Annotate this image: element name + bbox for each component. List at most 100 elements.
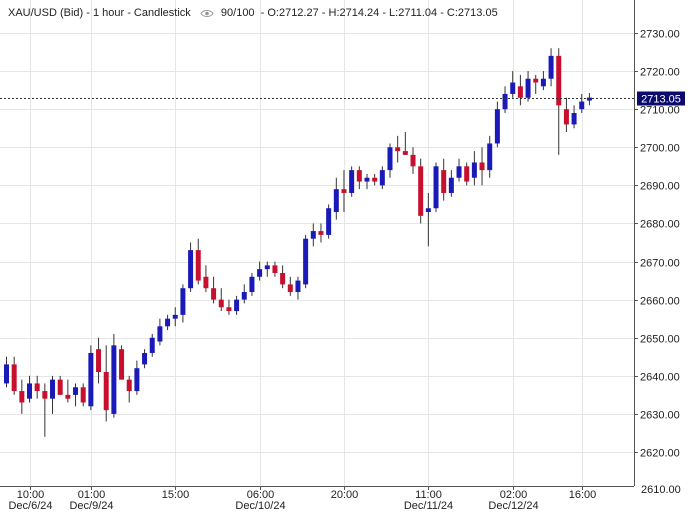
candle-up (257, 269, 263, 277)
candle-down (11, 364, 17, 392)
candle-up (73, 387, 79, 395)
candle-up (433, 166, 439, 209)
ohlc-readout: - O:2712.27 - H:2714.24 - L:2711.04 - C:… (260, 7, 498, 19)
y-tick-label: 2690.00 (640, 181, 680, 193)
candle-down (211, 288, 217, 300)
candle-up (349, 170, 355, 193)
candle-up (264, 265, 270, 270)
x-tick-date: Dec/11/24 (404, 500, 453, 509)
y-tick-label: 2710.00 (640, 105, 680, 117)
x-tick-time: 10:00 (17, 489, 45, 501)
candle-up (471, 162, 477, 178)
candle-up (142, 352, 148, 365)
candle-down (356, 170, 362, 182)
candle-down (272, 265, 278, 273)
candle-up (494, 109, 500, 144)
y-tick-label: 2700.00 (640, 143, 680, 155)
candle-up (180, 288, 186, 315)
candle-up (586, 97, 592, 101)
candle-up (333, 189, 339, 213)
x-tick-date: Dec/10/24 (235, 500, 285, 509)
price-tag-text: 2713.05 (641, 94, 681, 106)
candle-down (65, 394, 71, 399)
candle-up (234, 299, 240, 312)
candle-up (525, 78, 531, 98)
candle-down (226, 307, 232, 312)
candle-up (4, 364, 9, 384)
candle-up (364, 177, 370, 182)
candle-up (149, 337, 155, 353)
candle-down (479, 162, 485, 171)
candle-up (487, 143, 493, 171)
candle-up (540, 78, 546, 87)
candle-up (310, 231, 316, 239)
x-tick-time: 16:00 (569, 489, 597, 501)
candle-down (441, 170, 447, 193)
x-tick-time: 20:00 (331, 489, 359, 501)
candle-up (510, 82, 516, 94)
candle-down (57, 379, 63, 395)
candle-down (395, 147, 401, 152)
x-tick-time: 06:00 (247, 489, 275, 501)
candle-down (126, 379, 132, 392)
price-tag-background (637, 91, 685, 106)
y-tick-label: 2660.00 (640, 296, 680, 308)
candle-down (410, 154, 416, 167)
grid (0, 0, 634, 486)
current-price-tag: 2713.05 (637, 91, 685, 106)
candle-down (203, 276, 209, 289)
candle-down (464, 166, 470, 182)
candle-up (326, 208, 332, 235)
candle-down (19, 391, 25, 403)
candle-up (448, 177, 454, 193)
candle-down (418, 166, 424, 216)
candle-up (303, 238, 309, 285)
candle-up (579, 101, 585, 110)
candle-up (88, 352, 94, 407)
candle-down (341, 189, 347, 193)
y-tick-label: 2670.00 (640, 258, 680, 270)
candle-down (287, 284, 293, 293)
candle-down (119, 349, 125, 380)
y-tick-label: 2730.00 (640, 29, 680, 41)
candle-up (548, 55, 554, 79)
bars-count: 90/100 (220, 7, 255, 19)
candle-down (556, 55, 562, 106)
candle-down (195, 250, 201, 281)
candle-up (571, 112, 577, 125)
x-tick-date: Dec/12/24 (488, 500, 538, 509)
x-tick-time: 02:00 (500, 489, 528, 501)
candle-up (165, 318, 171, 327)
chart-header: XAU/USD (Bid) - 1 hour - Candlestick 90/… (8, 7, 498, 19)
x-tick-time: 01:00 (78, 489, 106, 501)
candle-down (372, 177, 378, 182)
candles (4, 48, 592, 437)
candle-up (172, 314, 178, 319)
candle-down (42, 391, 48, 399)
y-tick-label-bottom: 2610.00 (641, 484, 681, 496)
y-tick-label: 2620.00 (640, 448, 680, 460)
candle-up (157, 326, 163, 342)
y-tick-label: 2640.00 (640, 372, 680, 384)
candle-down (517, 86, 523, 98)
candle-up (295, 280, 301, 293)
y-tick-label: 2680.00 (640, 219, 680, 231)
candle-up (241, 292, 247, 300)
candle-up (249, 276, 255, 293)
candle-up (379, 170, 385, 186)
candle-up (502, 93, 508, 110)
candle-down (34, 383, 40, 392)
candle-down (218, 299, 224, 308)
candle-up (134, 368, 140, 392)
x-tick-date: Dec/9/24 (69, 500, 113, 509)
candle-up (27, 383, 33, 399)
y-tick-label: 2630.00 (640, 410, 680, 422)
eye-icon[interactable] (200, 9, 214, 18)
x-tick-date: Dec/6/24 (8, 500, 52, 509)
candle-down (533, 78, 539, 83)
x-tick-time: 11:00 (415, 489, 442, 501)
candle-up (50, 379, 56, 399)
candle-down (80, 387, 86, 403)
y-tick-label: 2650.00 (640, 334, 680, 346)
